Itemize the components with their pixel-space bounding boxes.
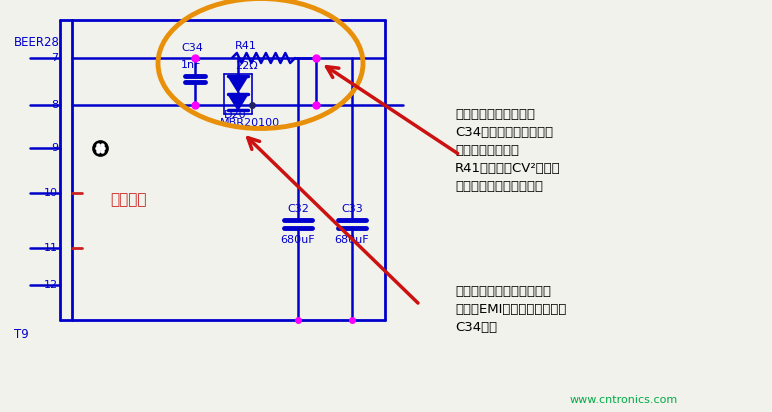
- Text: C32: C32: [287, 204, 309, 214]
- Text: R41: R41: [235, 41, 257, 51]
- Text: 680uF: 680uF: [335, 235, 369, 245]
- Text: 11: 11: [44, 243, 58, 253]
- Text: C33: C33: [341, 204, 363, 214]
- Text: 输出电路: 输出电路: [110, 192, 147, 208]
- Text: 分布电容的作用。: 分布电容的作用。: [455, 144, 519, 157]
- Text: 电压高时这部分能量很大: 电压高时这部分能量很大: [455, 180, 543, 193]
- Text: D20: D20: [224, 110, 246, 120]
- Text: 9: 9: [51, 143, 58, 153]
- Text: 12: 12: [44, 280, 58, 290]
- Polygon shape: [228, 76, 248, 92]
- Text: 680uF: 680uF: [281, 235, 315, 245]
- Polygon shape: [228, 94, 248, 110]
- Text: MBR20100: MBR20100: [220, 118, 280, 128]
- Text: 10: 10: [44, 188, 58, 198]
- Text: 7: 7: [51, 53, 58, 63]
- Text: 1nF: 1nF: [181, 60, 201, 70]
- Text: R41消耗能量CV²，输出: R41消耗能量CV²，输出: [455, 162, 560, 175]
- Text: 22Ω: 22Ω: [235, 61, 258, 71]
- Text: BEER28: BEER28: [14, 35, 60, 49]
- Text: C34一起反射到初级起到: C34一起反射到初级起到: [455, 126, 553, 139]
- Text: 肖特基电容比较大，和: 肖特基电容比较大，和: [455, 108, 535, 121]
- Text: C34: C34: [181, 43, 203, 53]
- Text: T9: T9: [14, 328, 29, 342]
- Text: C34的値: C34的値: [455, 321, 497, 334]
- Text: 在满足EMI的要求下尽量降低: 在满足EMI的要求下尽量降低: [455, 303, 567, 316]
- Text: 8: 8: [51, 100, 58, 110]
- Text: www.cntronics.com: www.cntronics.com: [570, 395, 679, 405]
- Text: 提高变比有利于降低此捯耗: 提高变比有利于降低此捯耗: [455, 285, 551, 298]
